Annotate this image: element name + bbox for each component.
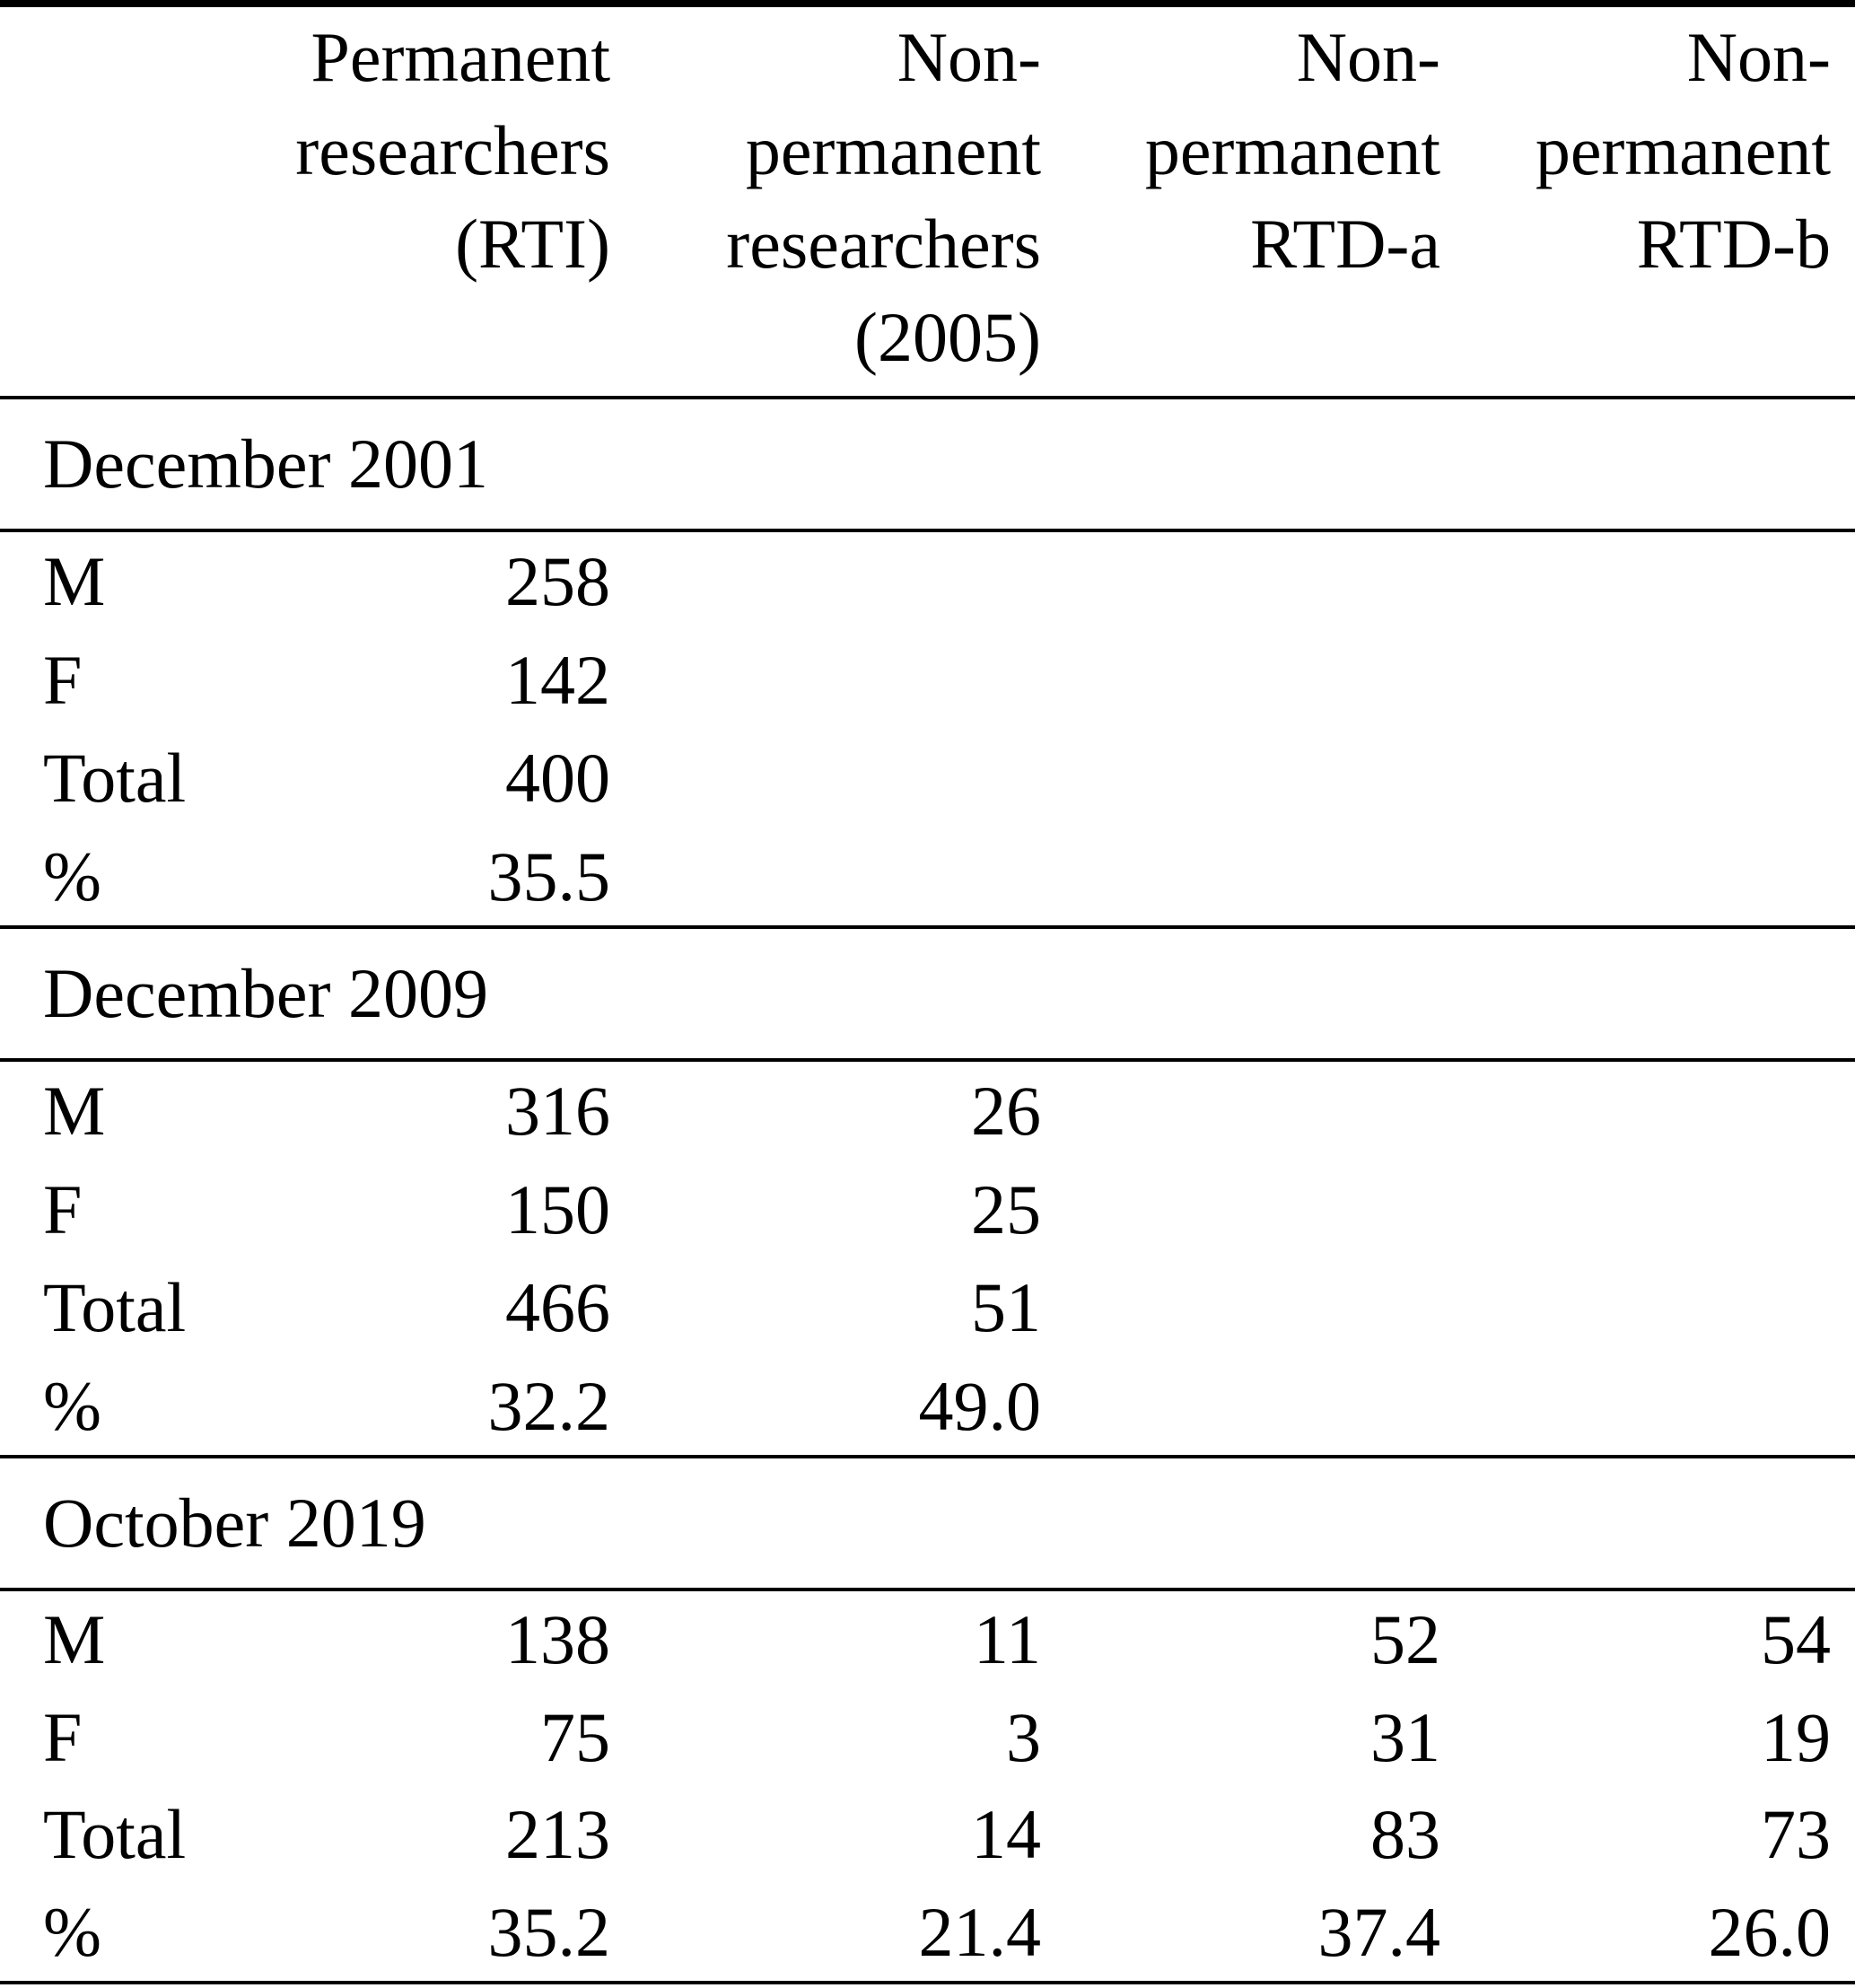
table-header-row: Permanent researchers (RTI) Non- permane… — [0, 7, 1831, 396]
cell-value: 138 — [505, 1600, 610, 1678]
column-header-permanent-rti: Permanent researchers (RTI) — [295, 18, 610, 283]
cell-value — [1041, 1062, 1440, 1160]
row-label: M — [43, 1600, 106, 1678]
horizontal-rule — [0, 396, 1855, 399]
cell-value: 19 — [1761, 1697, 1831, 1776]
cell-value — [610, 729, 1041, 828]
cell-value — [1440, 631, 1831, 730]
cell-value: 213 — [505, 1795, 610, 1873]
cell-value: 26.0 — [1708, 1892, 1832, 1971]
row-label: % — [43, 836, 101, 915]
table-row: % 35.2 21.4 37.4 26.0 — [0, 1884, 1831, 1982]
cell-value — [610, 631, 1041, 730]
cell-value — [1440, 729, 1831, 828]
column-header-nonpermanent-2005: Non- permanent researchers (2005) — [726, 18, 1041, 376]
cell-value: 400 — [505, 739, 610, 817]
cell-value — [1041, 1357, 1440, 1456]
cell-value: 35.5 — [487, 836, 611, 915]
cell-value — [1041, 631, 1440, 730]
table-row: % 32.2 49.0 — [0, 1357, 1831, 1456]
section-title-text: December 2009 — [43, 954, 488, 1032]
cell-value: 75 — [540, 1697, 610, 1776]
top-rule — [0, 0, 1855, 7]
section-title-text: October 2019 — [43, 1484, 426, 1562]
table-row: Total 400 — [0, 729, 1831, 828]
section-title-december-2009: December 2009 — [0, 929, 1831, 1058]
horizontal-rule — [0, 1455, 1855, 1458]
table-row: % 35.5 — [0, 828, 1831, 926]
column-header-nonpermanent-rtd-b: Non- permanent RTD-b — [1535, 18, 1831, 283]
cell-value: 31 — [1370, 1697, 1440, 1776]
cell-value: 142 — [505, 640, 610, 719]
cell-value — [1440, 1258, 1831, 1357]
column-header-nonpermanent-rtd-a: Non- permanent RTD-a — [1144, 18, 1440, 283]
cell-value — [1041, 729, 1440, 828]
row-label: F — [43, 640, 83, 719]
cell-value — [610, 828, 1041, 926]
cell-value: 83 — [1370, 1795, 1440, 1873]
cell-value: 32.2 — [487, 1366, 611, 1445]
cell-value: 3 — [1006, 1697, 1041, 1776]
row-label: M — [43, 542, 106, 620]
row-label: Total — [43, 1268, 187, 1346]
cell-value: 25 — [971, 1169, 1041, 1248]
cell-value — [1440, 1160, 1831, 1259]
table-row: M 258 — [0, 532, 1831, 631]
section-title-text: December 2001 — [43, 425, 488, 503]
cell-value — [1440, 1062, 1831, 1160]
section-title-december-2001: December 2001 — [0, 399, 1831, 529]
cell-value — [1041, 1160, 1440, 1259]
cell-value — [1041, 532, 1440, 631]
cell-value — [1440, 828, 1831, 926]
row-label: F — [43, 1697, 83, 1776]
table-row: M 138 11 52 54 — [0, 1591, 1831, 1689]
cell-value: 466 — [505, 1268, 610, 1346]
cell-value — [1041, 1258, 1440, 1357]
section-data-december-2001: M 258 F 142 Total 400 % 35.5 — [0, 532, 1855, 925]
table-row: M 316 26 — [0, 1062, 1831, 1160]
horizontal-rule — [0, 925, 1855, 929]
table-row: F 150 25 — [0, 1160, 1831, 1259]
cell-value — [610, 532, 1041, 631]
table-row: F 75 3 31 19 — [0, 1689, 1831, 1787]
cell-value: 26 — [971, 1072, 1041, 1150]
cell-value: 35.2 — [487, 1892, 611, 1971]
table-row: F 142 — [0, 631, 1831, 730]
row-label: Total — [43, 739, 187, 817]
cell-value — [1041, 828, 1440, 926]
cell-value: 49.0 — [918, 1366, 1042, 1445]
cell-value: 51 — [971, 1268, 1041, 1346]
section-title-october-2019: October 2019 — [0, 1458, 1831, 1588]
cell-value — [1440, 532, 1831, 631]
cell-value: 150 — [505, 1169, 610, 1248]
row-label: F — [43, 1169, 83, 1248]
cell-value — [1440, 1357, 1831, 1456]
row-label: % — [43, 1366, 101, 1445]
bottom-rule — [0, 1981, 1855, 1984]
horizontal-rule — [0, 529, 1855, 532]
cell-value: 11 — [973, 1600, 1041, 1678]
table-row: Total 466 51 — [0, 1258, 1831, 1357]
cell-value: 52 — [1370, 1600, 1440, 1678]
cell-value: 73 — [1761, 1795, 1831, 1873]
cell-value: 37.4 — [1317, 1892, 1441, 1971]
cell-value: 258 — [505, 542, 610, 620]
section-data-october-2019: M 138 11 52 54 F 75 3 31 19 Total 213 14… — [0, 1591, 1855, 1981]
row-label: Total — [43, 1795, 187, 1873]
cell-value: 21.4 — [918, 1892, 1042, 1971]
row-label: % — [43, 1892, 101, 1971]
cell-value: 316 — [505, 1072, 610, 1150]
cell-value: 54 — [1761, 1600, 1831, 1678]
table-row: Total 213 14 83 73 — [0, 1786, 1831, 1884]
section-data-december-2009: M 316 26 F 150 25 Total 466 51 % 32.2 49… — [0, 1062, 1855, 1455]
horizontal-rule — [0, 1058, 1855, 1062]
horizontal-rule — [0, 1588, 1855, 1591]
cell-value: 14 — [971, 1795, 1041, 1873]
row-label: M — [43, 1072, 106, 1150]
